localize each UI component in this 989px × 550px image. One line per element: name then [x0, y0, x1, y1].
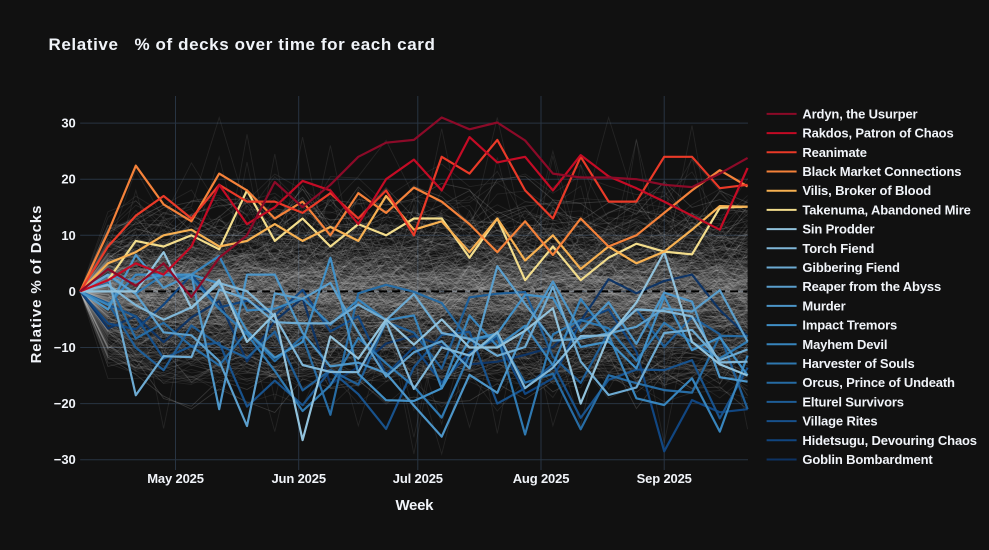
svg-text:Relative % of decks over tim: Relative % of decks over time for each c…	[49, 35, 436, 54]
svg-text:Harvester of Souls: Harvester of Souls	[802, 356, 914, 371]
svg-text:Reaper from the Abyss: Reaper from the Abyss	[802, 279, 941, 294]
svg-text:30: 30	[61, 116, 75, 131]
svg-text:Sin Prodder: Sin Prodder	[802, 222, 874, 237]
svg-text:Orcus, Prince of Undeath: Orcus, Prince of Undeath	[802, 375, 955, 390]
svg-text:Vilis, Broker of Blood: Vilis, Broker of Blood	[802, 183, 931, 198]
svg-text:Murder: Murder	[802, 298, 845, 313]
svg-text:Reanimate: Reanimate	[802, 145, 866, 160]
svg-text:Takenuma, Abandoned Mire: Takenuma, Abandoned Mire	[802, 202, 970, 217]
svg-text:Elturel Survivors: Elturel Survivors	[802, 394, 904, 409]
svg-text:May 2025: May 2025	[147, 471, 204, 486]
svg-text:0: 0	[69, 284, 76, 299]
svg-text:Sep 2025: Sep 2025	[637, 471, 692, 486]
svg-text:20: 20	[61, 172, 75, 187]
svg-text:Jul 2025: Jul 2025	[393, 471, 443, 486]
svg-text:Goblin Bombardment: Goblin Bombardment	[802, 452, 933, 467]
svg-text:Week: Week	[395, 497, 434, 514]
svg-text:Black Market Connections: Black Market Connections	[802, 164, 961, 179]
svg-text:−10: −10	[54, 340, 76, 355]
svg-text:Aug 2025: Aug 2025	[513, 471, 570, 486]
svg-text:Rakdos, Patron of Chaos: Rakdos, Patron of Chaos	[802, 126, 953, 141]
svg-text:Relative % of Decks: Relative % of Decks	[28, 205, 45, 364]
svg-text:−20: −20	[54, 396, 76, 411]
svg-text:Ardyn, the Usurper: Ardyn, the Usurper	[802, 106, 917, 121]
svg-text:10: 10	[61, 228, 75, 243]
svg-text:Village Rites: Village Rites	[802, 414, 877, 429]
svg-text:Gibbering Fiend: Gibbering Fiend	[802, 260, 900, 275]
svg-text:Mayhem Devil: Mayhem Devil	[802, 337, 887, 352]
svg-text:Hidetsugu, Devouring Chaos: Hidetsugu, Devouring Chaos	[802, 433, 977, 448]
svg-text:Torch Fiend: Torch Fiend	[802, 241, 874, 256]
svg-text:Jun 2025: Jun 2025	[271, 471, 325, 486]
svg-text:−30: −30	[54, 452, 76, 467]
svg-text:Impact Tremors: Impact Tremors	[802, 318, 897, 333]
